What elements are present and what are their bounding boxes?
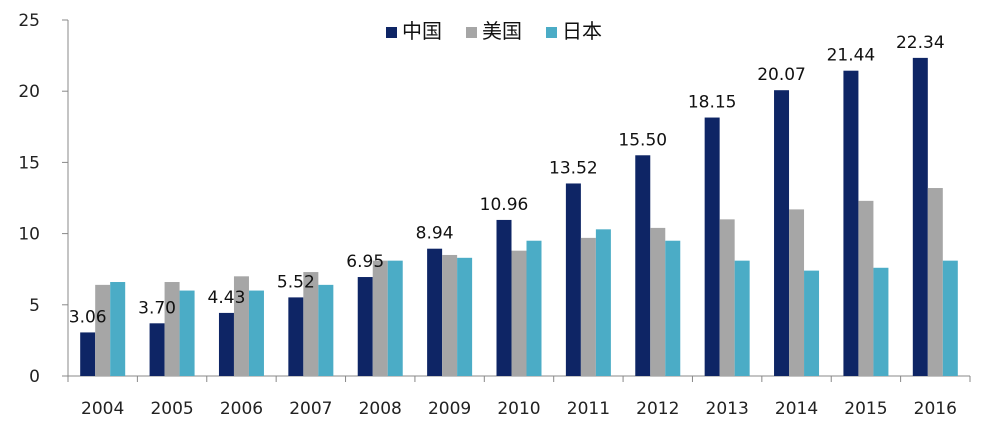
data-label: 3.06 xyxy=(69,307,107,327)
bar-日本-2009 xyxy=(457,257,473,376)
bars-group xyxy=(80,57,958,377)
data-label: 5.52 xyxy=(277,272,315,292)
bar-中国-2014 xyxy=(774,90,790,377)
y-tick-label: 10 xyxy=(18,225,40,245)
data-label: 6.95 xyxy=(346,252,384,272)
y-tick-label: 5 xyxy=(29,296,40,316)
bar-美国-2005 xyxy=(164,282,180,376)
bar-日本-2006 xyxy=(248,290,264,376)
x-tick-label: 2009 xyxy=(428,399,471,419)
bar-中国-2013 xyxy=(704,117,720,376)
x-axis: 2004 2005 2006 2007 2008 2009 2010 2011 2012 2013… xyxy=(67,375,971,419)
y-axis: 0 5 10 15 20 25 xyxy=(18,11,69,387)
legend-swatch xyxy=(386,27,397,38)
bar-日本-2008 xyxy=(387,260,403,376)
bar-中国-2005 xyxy=(149,323,165,376)
bar-中国-2006 xyxy=(218,312,234,376)
data-labels-group: 3.06 3.70 4.43 5.52 6.95 8.94 10.96 13.52 15.50 1… xyxy=(69,33,945,328)
x-tick-label: 2014 xyxy=(775,399,818,419)
x-tick-label: 2013 xyxy=(706,399,749,419)
bar-中国-2004 xyxy=(80,332,96,376)
data-label: 22.34 xyxy=(896,33,945,53)
bar-美国-2004 xyxy=(95,284,111,376)
bar-日本-2010 xyxy=(526,240,542,376)
bar-美国-2007 xyxy=(303,272,319,376)
bar-美国-2008 xyxy=(372,260,388,376)
bar-美国-2014 xyxy=(789,209,805,376)
bar-美国-2011 xyxy=(580,237,596,376)
legend-label: 日本 xyxy=(562,19,602,43)
legend-label: 中国 xyxy=(402,19,442,43)
bar-中国-2010 xyxy=(496,219,512,376)
x-tick-label: 2012 xyxy=(636,399,679,419)
bar-中国-2009 xyxy=(427,248,443,376)
data-label: 10.96 xyxy=(480,195,529,215)
bar-美国-2012 xyxy=(650,227,666,376)
bar-日本-2011 xyxy=(595,229,611,376)
bar-中国-2016 xyxy=(912,57,928,377)
bar-日本-2014 xyxy=(804,270,820,376)
bar-美国-2015 xyxy=(858,200,874,376)
x-tick-label: 2004 xyxy=(81,399,124,419)
data-label: 8.94 xyxy=(416,224,454,244)
bar-中国-2015 xyxy=(843,70,859,376)
bar-美国-2016 xyxy=(927,188,943,376)
x-tick-label: 2010 xyxy=(497,399,540,419)
x-tick-label: 2015 xyxy=(844,399,887,419)
y-tick-label: 25 xyxy=(18,11,40,31)
x-tick-label: 2016 xyxy=(914,399,957,419)
data-label: 13.52 xyxy=(549,158,598,178)
bar-日本-2015 xyxy=(873,267,889,376)
data-label: 21.44 xyxy=(827,46,876,66)
bar-美国-2010 xyxy=(511,250,527,376)
y-tick-label: 15 xyxy=(18,153,40,173)
data-label: 3.70 xyxy=(138,298,176,318)
data-label: 18.15 xyxy=(688,93,737,113)
x-tick-label: 2011 xyxy=(567,399,610,419)
legend-label: 美国 xyxy=(482,19,522,43)
data-label: 20.07 xyxy=(757,65,806,85)
bar-中国-2008 xyxy=(357,277,373,376)
data-label: 4.43 xyxy=(208,288,246,308)
bar-日本-2016 xyxy=(942,260,958,376)
x-tick-label: 2007 xyxy=(289,399,332,419)
legend: 中国 美国 日本 xyxy=(386,19,602,43)
x-tick-label: 2005 xyxy=(150,399,193,419)
bar-中国-2007 xyxy=(288,297,304,376)
legend-swatch xyxy=(466,27,477,38)
x-tick-label: 2008 xyxy=(359,399,402,419)
bar-中国-2012 xyxy=(635,155,651,376)
bar-美国-2013 xyxy=(719,219,735,376)
y-tick-label: 0 xyxy=(29,367,40,387)
bar-日本-2012 xyxy=(665,240,681,376)
bar-日本-2007 xyxy=(318,284,334,376)
data-label: 15.50 xyxy=(618,130,667,150)
bar-日本-2013 xyxy=(734,260,750,376)
bar-美国-2006 xyxy=(233,276,249,376)
bar-美国-2009 xyxy=(442,254,458,376)
x-tick-label: 2006 xyxy=(220,399,263,419)
bar-日本-2005 xyxy=(179,290,195,376)
bar-中国-2011 xyxy=(565,183,581,376)
legend-swatch xyxy=(546,27,557,38)
y-tick-label: 20 xyxy=(18,82,40,102)
bar-日本-2004 xyxy=(110,282,126,376)
